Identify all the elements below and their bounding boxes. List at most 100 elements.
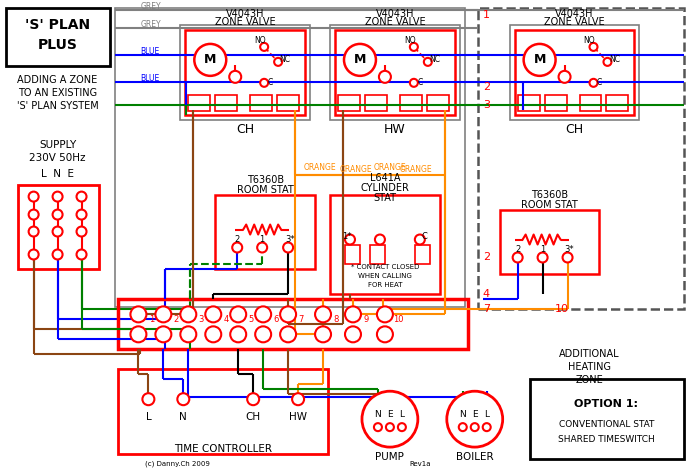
Circle shape: [52, 249, 63, 259]
Text: 5: 5: [248, 315, 254, 324]
Text: N: N: [375, 410, 382, 419]
Circle shape: [255, 307, 271, 322]
Text: ROOM STAT: ROOM STAT: [237, 184, 293, 195]
Text: E: E: [472, 410, 477, 419]
Circle shape: [280, 326, 296, 342]
Text: T6360B: T6360B: [531, 190, 568, 200]
Text: GREY: GREY: [140, 2, 161, 12]
Text: TO AN EXISTING: TO AN EXISTING: [18, 88, 97, 98]
Text: 'S' PLAN SYSTEM: 'S' PLAN SYSTEM: [17, 101, 99, 111]
Circle shape: [52, 210, 63, 219]
Text: 1: 1: [259, 235, 265, 244]
Bar: [607, 95, 629, 111]
Circle shape: [29, 210, 39, 219]
Text: 1: 1: [483, 10, 490, 20]
Circle shape: [410, 79, 418, 87]
Text: GREY: GREY: [140, 21, 161, 29]
Text: NC: NC: [279, 55, 290, 65]
Circle shape: [155, 326, 171, 342]
Circle shape: [195, 44, 226, 76]
Bar: [180, 25, 310, 120]
Circle shape: [483, 423, 491, 431]
Circle shape: [362, 391, 418, 447]
Text: 'S' PLAN: 'S' PLAN: [25, 18, 90, 32]
Bar: [18, 185, 99, 270]
Text: C: C: [597, 78, 602, 88]
Text: 9: 9: [364, 315, 368, 324]
Text: WHEN CALLING: WHEN CALLING: [358, 273, 412, 279]
Circle shape: [255, 326, 271, 342]
Text: L641A: L641A: [370, 173, 400, 183]
Circle shape: [345, 234, 355, 244]
Circle shape: [257, 242, 267, 253]
Circle shape: [410, 43, 418, 51]
Bar: [338, 95, 360, 111]
Text: L: L: [146, 412, 151, 422]
Circle shape: [374, 423, 382, 431]
Circle shape: [589, 79, 598, 87]
Bar: [277, 95, 299, 111]
Circle shape: [130, 326, 146, 342]
Text: NO: NO: [255, 37, 266, 45]
Text: SHARED TIMESWITCH: SHARED TIMESWITCH: [558, 435, 655, 444]
Circle shape: [345, 326, 361, 342]
Text: 3: 3: [483, 100, 490, 110]
Text: ZONE VALVE: ZONE VALVE: [364, 17, 425, 27]
Text: CONVENTIONAL STAT: CONVENTIONAL STAT: [559, 420, 654, 429]
Text: 1: 1: [540, 245, 545, 254]
Text: V4043H: V4043H: [555, 9, 594, 19]
Text: 1: 1: [149, 315, 154, 324]
Circle shape: [177, 393, 189, 405]
Text: 10: 10: [393, 315, 403, 324]
Text: M: M: [204, 53, 217, 66]
Text: NO: NO: [404, 37, 415, 45]
Text: ZONE VALVE: ZONE VALVE: [215, 17, 275, 27]
Text: L: L: [400, 410, 404, 419]
Text: 2: 2: [483, 252, 490, 263]
Text: E: E: [387, 410, 393, 419]
Text: BLUE: BLUE: [140, 74, 159, 83]
Text: CH: CH: [246, 412, 261, 422]
Bar: [515, 30, 634, 115]
Circle shape: [386, 423, 394, 431]
Bar: [510, 25, 640, 120]
Circle shape: [180, 326, 196, 342]
Circle shape: [589, 43, 598, 51]
Circle shape: [513, 253, 522, 263]
Circle shape: [206, 326, 221, 342]
Bar: [544, 95, 566, 111]
Circle shape: [180, 307, 196, 322]
Circle shape: [447, 391, 503, 447]
Text: BOILER: BOILER: [456, 452, 493, 462]
Text: T6360B: T6360B: [246, 175, 284, 185]
Bar: [119, 369, 328, 454]
Text: PLUS: PLUS: [38, 38, 77, 52]
Bar: [415, 244, 430, 264]
Text: CH: CH: [566, 123, 584, 136]
Text: 1*: 1*: [342, 232, 352, 241]
Text: 8: 8: [333, 315, 339, 324]
Circle shape: [77, 227, 86, 236]
Text: HW: HW: [289, 412, 307, 422]
Circle shape: [524, 44, 555, 76]
Text: NO: NO: [584, 37, 595, 45]
Circle shape: [52, 227, 63, 236]
Text: 4: 4: [224, 315, 229, 324]
Text: ZONE: ZONE: [575, 375, 603, 385]
Text: NC: NC: [609, 55, 620, 65]
Text: ZONE VALVE: ZONE VALVE: [544, 17, 605, 27]
Text: BLUE: BLUE: [140, 47, 159, 57]
Text: ORANGE: ORANGE: [340, 165, 373, 174]
Bar: [119, 300, 468, 349]
Bar: [400, 95, 422, 111]
Circle shape: [230, 307, 246, 322]
Bar: [250, 95, 272, 111]
Text: FOR HEAT: FOR HEAT: [368, 282, 402, 288]
Text: (c) Danny.Ch 2009: (c) Danny.Ch 2009: [146, 461, 210, 468]
Circle shape: [459, 423, 466, 431]
Circle shape: [292, 393, 304, 405]
Circle shape: [375, 234, 385, 244]
Circle shape: [230, 326, 246, 342]
Text: * CONTACT CLOSED: * CONTACT CLOSED: [351, 264, 419, 271]
Text: ADDING A ZONE: ADDING A ZONE: [17, 75, 98, 85]
